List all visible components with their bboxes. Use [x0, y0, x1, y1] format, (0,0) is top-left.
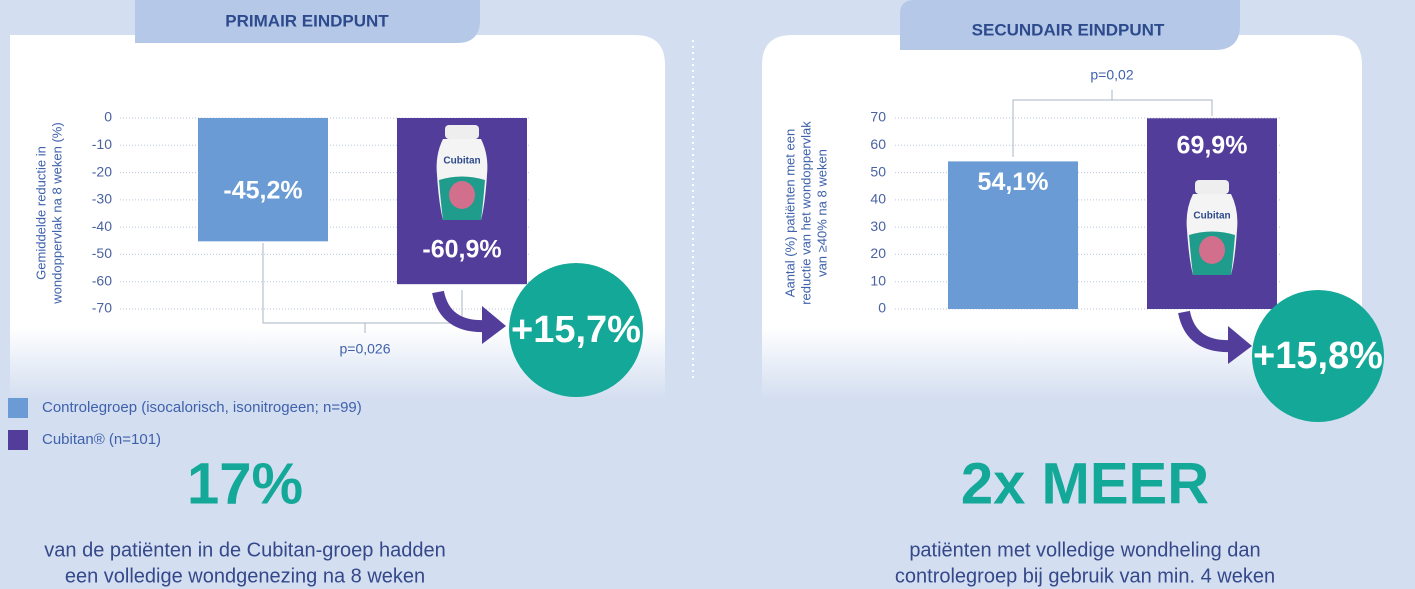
y-tick-label: -50 [92, 245, 112, 261]
caption: patiënten met volledige wondheling dan [909, 539, 1260, 561]
y-axis-label: Aantal (%) patiënten met een [782, 129, 797, 297]
y-axis-label: van ≥40% na 8 weken [814, 149, 829, 277]
y-tick-label: 40 [870, 191, 886, 207]
p-value: p=0,02 [1090, 67, 1133, 83]
headline: 2x MEER [961, 451, 1209, 516]
tab-title: SECUNDAIR EINDPUNT [972, 20, 1165, 39]
y-tick-label: 60 [870, 136, 886, 152]
y-tick-label: -10 [92, 136, 112, 152]
svg-text:Cubitan: Cubitan [1193, 211, 1230, 222]
y-axis-label: wondoppervlak na 8 weken (%) [49, 122, 64, 304]
value-label: 69,9% [1177, 131, 1248, 159]
y-axis-label: reductie van het wondoppervlak [798, 121, 813, 305]
caption: controlegroep bij gebruik van min. 4 wek… [895, 565, 1275, 587]
y-tick-label: 0 [104, 109, 112, 125]
caption: een volledige wondgenezing na 8 weken [65, 565, 425, 587]
y-axis-label: Gemiddelde reductie in [33, 146, 48, 280]
caption: van de patiënten in de Cubitan-groep had… [44, 539, 445, 561]
svg-text:Cubitan: Cubitan [443, 156, 480, 167]
legend-label: Cubitan® (n=101) [42, 431, 161, 448]
legend-swatch [8, 398, 28, 418]
y-tick-label: -30 [92, 191, 112, 207]
infographic: PRIMAIR EINDPUNT SECUNDAIR EINDPUNT 0 -10… [0, 0, 1415, 589]
value-label: 54,1% [978, 168, 1049, 196]
legend-swatch [8, 430, 28, 450]
y-tick-label: 10 [870, 272, 886, 288]
y-tick-label: -20 [92, 163, 112, 179]
y-tick-label: 30 [870, 218, 886, 234]
tab-title: PRIMAIR EINDPUNT [225, 11, 389, 30]
product-image: Cubitan [1187, 180, 1238, 275]
legend-label: Controlegroep (isocalorisch, isonitrogee… [42, 399, 362, 416]
y-tick-label: 0 [878, 300, 886, 316]
y-tick-label: -40 [92, 218, 112, 234]
headline: 17% [187, 451, 303, 516]
p-value: p=0,026 [340, 341, 391, 357]
y-tick-label: 20 [870, 245, 886, 261]
y-tick-label: -70 [92, 300, 112, 316]
y-tick-label: 50 [870, 163, 886, 179]
difference: +15,8% [1253, 335, 1383, 377]
product-image: Cubitan [437, 125, 488, 220]
y-tick-label: 70 [870, 109, 886, 125]
value-label: -60,9% [422, 236, 501, 264]
y-tick-label: -60 [92, 272, 112, 288]
difference: +15,7% [511, 309, 641, 351]
value-label: -45,2% [223, 177, 302, 205]
